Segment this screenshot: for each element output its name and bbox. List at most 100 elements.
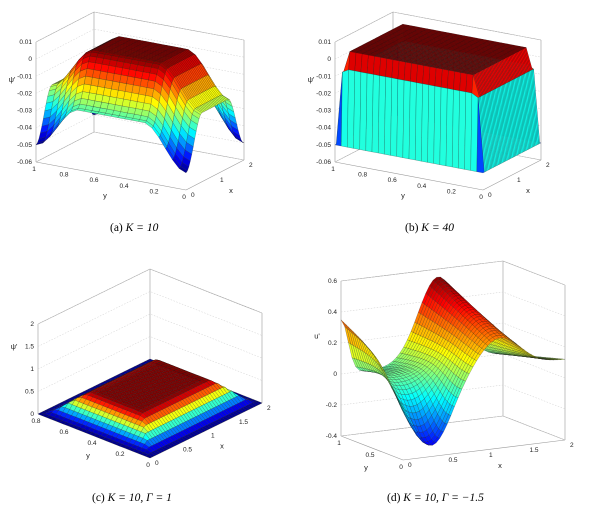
z-tick-label: -0.4	[326, 433, 338, 440]
y-tick-label: 0.6	[59, 429, 68, 436]
caption-c-math: K = 10, Γ = 1	[107, 492, 172, 504]
x-tick-label: 0	[408, 462, 412, 469]
y-tick-label: 0.2	[447, 188, 456, 195]
grid-line	[334, 11, 542, 43]
surface-plot-c: 21.510.500.80.60.40.20 00.511.52ψ'yx	[11, 268, 271, 469]
grid-line	[340, 291, 566, 317]
ticks-b: 0.010-0.01-0.02-0.03-0.04-0.05-0.0610.80…	[308, 39, 550, 201]
x-axis-label: x	[526, 186, 530, 195]
surface-b	[334, 23, 542, 174]
x-tick-label: 0	[155, 460, 159, 467]
y-axis-label: y	[364, 463, 368, 472]
grid-line	[37, 336, 263, 392]
y-tick-label: 0	[182, 194, 186, 201]
z-axis-label: ψ'	[11, 342, 18, 351]
panel-b: 0.01 0 -0.01 -0.02 -0.03 -0.04 -0.05 -0.06 1 0.8 0…	[295, 0, 589, 215]
z-tick-label: 1	[30, 366, 34, 373]
caption-c-label: (c)	[92, 492, 105, 504]
y-axis-label: y	[401, 191, 405, 200]
surface-patch	[476, 97, 485, 174]
grid-line	[340, 260, 566, 286]
z-tick-label: 0	[327, 56, 331, 63]
box-edge	[37, 268, 151, 325]
z-tick-label: -0.05	[316, 142, 331, 149]
surface-plot-b: 0.010-0.01-0.02-0.03-0.04-0.05-0.0610.80…	[308, 11, 550, 201]
y-tick-label: 0.5	[365, 452, 374, 459]
grid-line	[35, 46, 245, 77]
y-axis-label: y	[103, 191, 107, 200]
y-tick-label: 0.6	[89, 177, 98, 184]
z-axis-label: ψ'	[308, 75, 315, 84]
z-axis-label: u'	[314, 332, 320, 341]
ticks-d: 0.60.40.20-0.2-0.410.50 00.511.52u'y x	[314, 278, 574, 472]
x-axis-label: x	[220, 442, 224, 451]
z-tick-label: -0.2	[326, 402, 338, 409]
z-tick-label: 0.4	[328, 309, 337, 316]
caption-b-label: (b)	[405, 222, 419, 234]
z-tick-label: 0	[333, 371, 337, 378]
x-tick-label: 2	[570, 442, 574, 449]
y-tick-label: 0	[146, 462, 150, 469]
box-edge	[334, 161, 484, 191]
z-tick-label: 0.5	[25, 389, 34, 396]
panel-c: 2 1.5 1 0.5 0 0.8 0.6 0.4 0.2 0 0 0.5 1 1.5 2 ψ' y x	[0, 268, 290, 473]
y-tick-label: 0	[399, 464, 403, 471]
z-tick-label: -0.02	[316, 90, 331, 97]
x-tick-label: 2	[249, 162, 253, 169]
grid-line	[35, 114, 245, 146]
grid-line	[340, 322, 566, 348]
x-tick-label: 0.5	[183, 446, 192, 453]
z-tick-label: -0.03	[17, 108, 32, 115]
surface-patch	[145, 454, 153, 459]
z-tick-label: 2	[30, 321, 34, 328]
y-tick-label: 0	[479, 194, 483, 201]
x-tick-label: 1.5	[239, 419, 248, 426]
surface-plot-d: 0.60.40.20-0.2-0.410.50 00.511.52u'y x	[314, 260, 574, 472]
y-tick-label: 0.2	[149, 188, 158, 195]
x-tick-label: 1	[489, 452, 493, 459]
x-tick-label: 1.5	[530, 447, 539, 454]
caption-d-math: K = 10, Γ = −1.5	[403, 492, 484, 504]
grid-line	[35, 28, 245, 60]
z-tick-label: -0.04	[17, 125, 32, 132]
x-tick-label: 0.5	[449, 457, 458, 464]
z-tick-label: -0.05	[17, 142, 32, 149]
box-edge	[340, 435, 404, 461]
x-tick-label: 2	[546, 162, 550, 169]
box-edge	[185, 159, 245, 191]
box-edge	[35, 161, 187, 191]
z-tick-label: -0.06	[17, 159, 32, 166]
y-tick-label: 0.6	[388, 177, 397, 184]
grid-line	[35, 11, 245, 43]
y-tick-label: 0.2	[115, 451, 124, 458]
panel-d: 0.6 0.4 0.2 0 -0.2 -0.4 1 0.5 0 0 0.5 1 1.5 2 u' y x	[295, 260, 589, 473]
caption-c: (c) K = 10, Γ = 1	[92, 492, 172, 504]
box-edge	[482, 159, 542, 191]
y-tick-label: 0.4	[119, 183, 128, 190]
z-tick-label: 0.6	[328, 278, 337, 285]
z-tick-label: -0.04	[316, 125, 331, 132]
surface-patch	[400, 402, 407, 412]
surface-c	[37, 358, 263, 459]
caption-b: (b) K = 40	[405, 222, 454, 234]
z-tick-label: 0.01	[318, 39, 331, 46]
surface-a	[35, 36, 245, 174]
x-tick-label: 0	[191, 192, 195, 199]
y-tick-label: 1	[337, 440, 341, 447]
y-tick-label: 0.4	[87, 440, 96, 447]
z-tick-label: -0.06	[316, 159, 331, 166]
z-tick-label: -0.03	[316, 108, 331, 115]
box-edge	[402, 439, 566, 461]
y-tick-label: 0.8	[59, 172, 68, 179]
y-tick-label: 0.4	[417, 183, 426, 190]
surface-patch	[178, 166, 188, 174]
x-tick-label: 2	[267, 405, 271, 412]
z-tick-label: 0	[28, 56, 32, 63]
caption-a-label: (a)	[110, 222, 123, 234]
y-tick-label: 0.8	[358, 172, 367, 179]
grid-line	[340, 384, 566, 410]
ticks-a: 0.010-0.01-0.02-0.03-0.04-0.05-0.0610.80…	[9, 39, 253, 201]
panel-a: 0.01 0 -0.01 -0.02 -0.03 -0.04 -0.05 -0.06 1 0.8 0…	[0, 0, 290, 215]
y-tick-label: 1	[331, 166, 335, 173]
caption-a: (a) K = 10	[110, 222, 158, 234]
